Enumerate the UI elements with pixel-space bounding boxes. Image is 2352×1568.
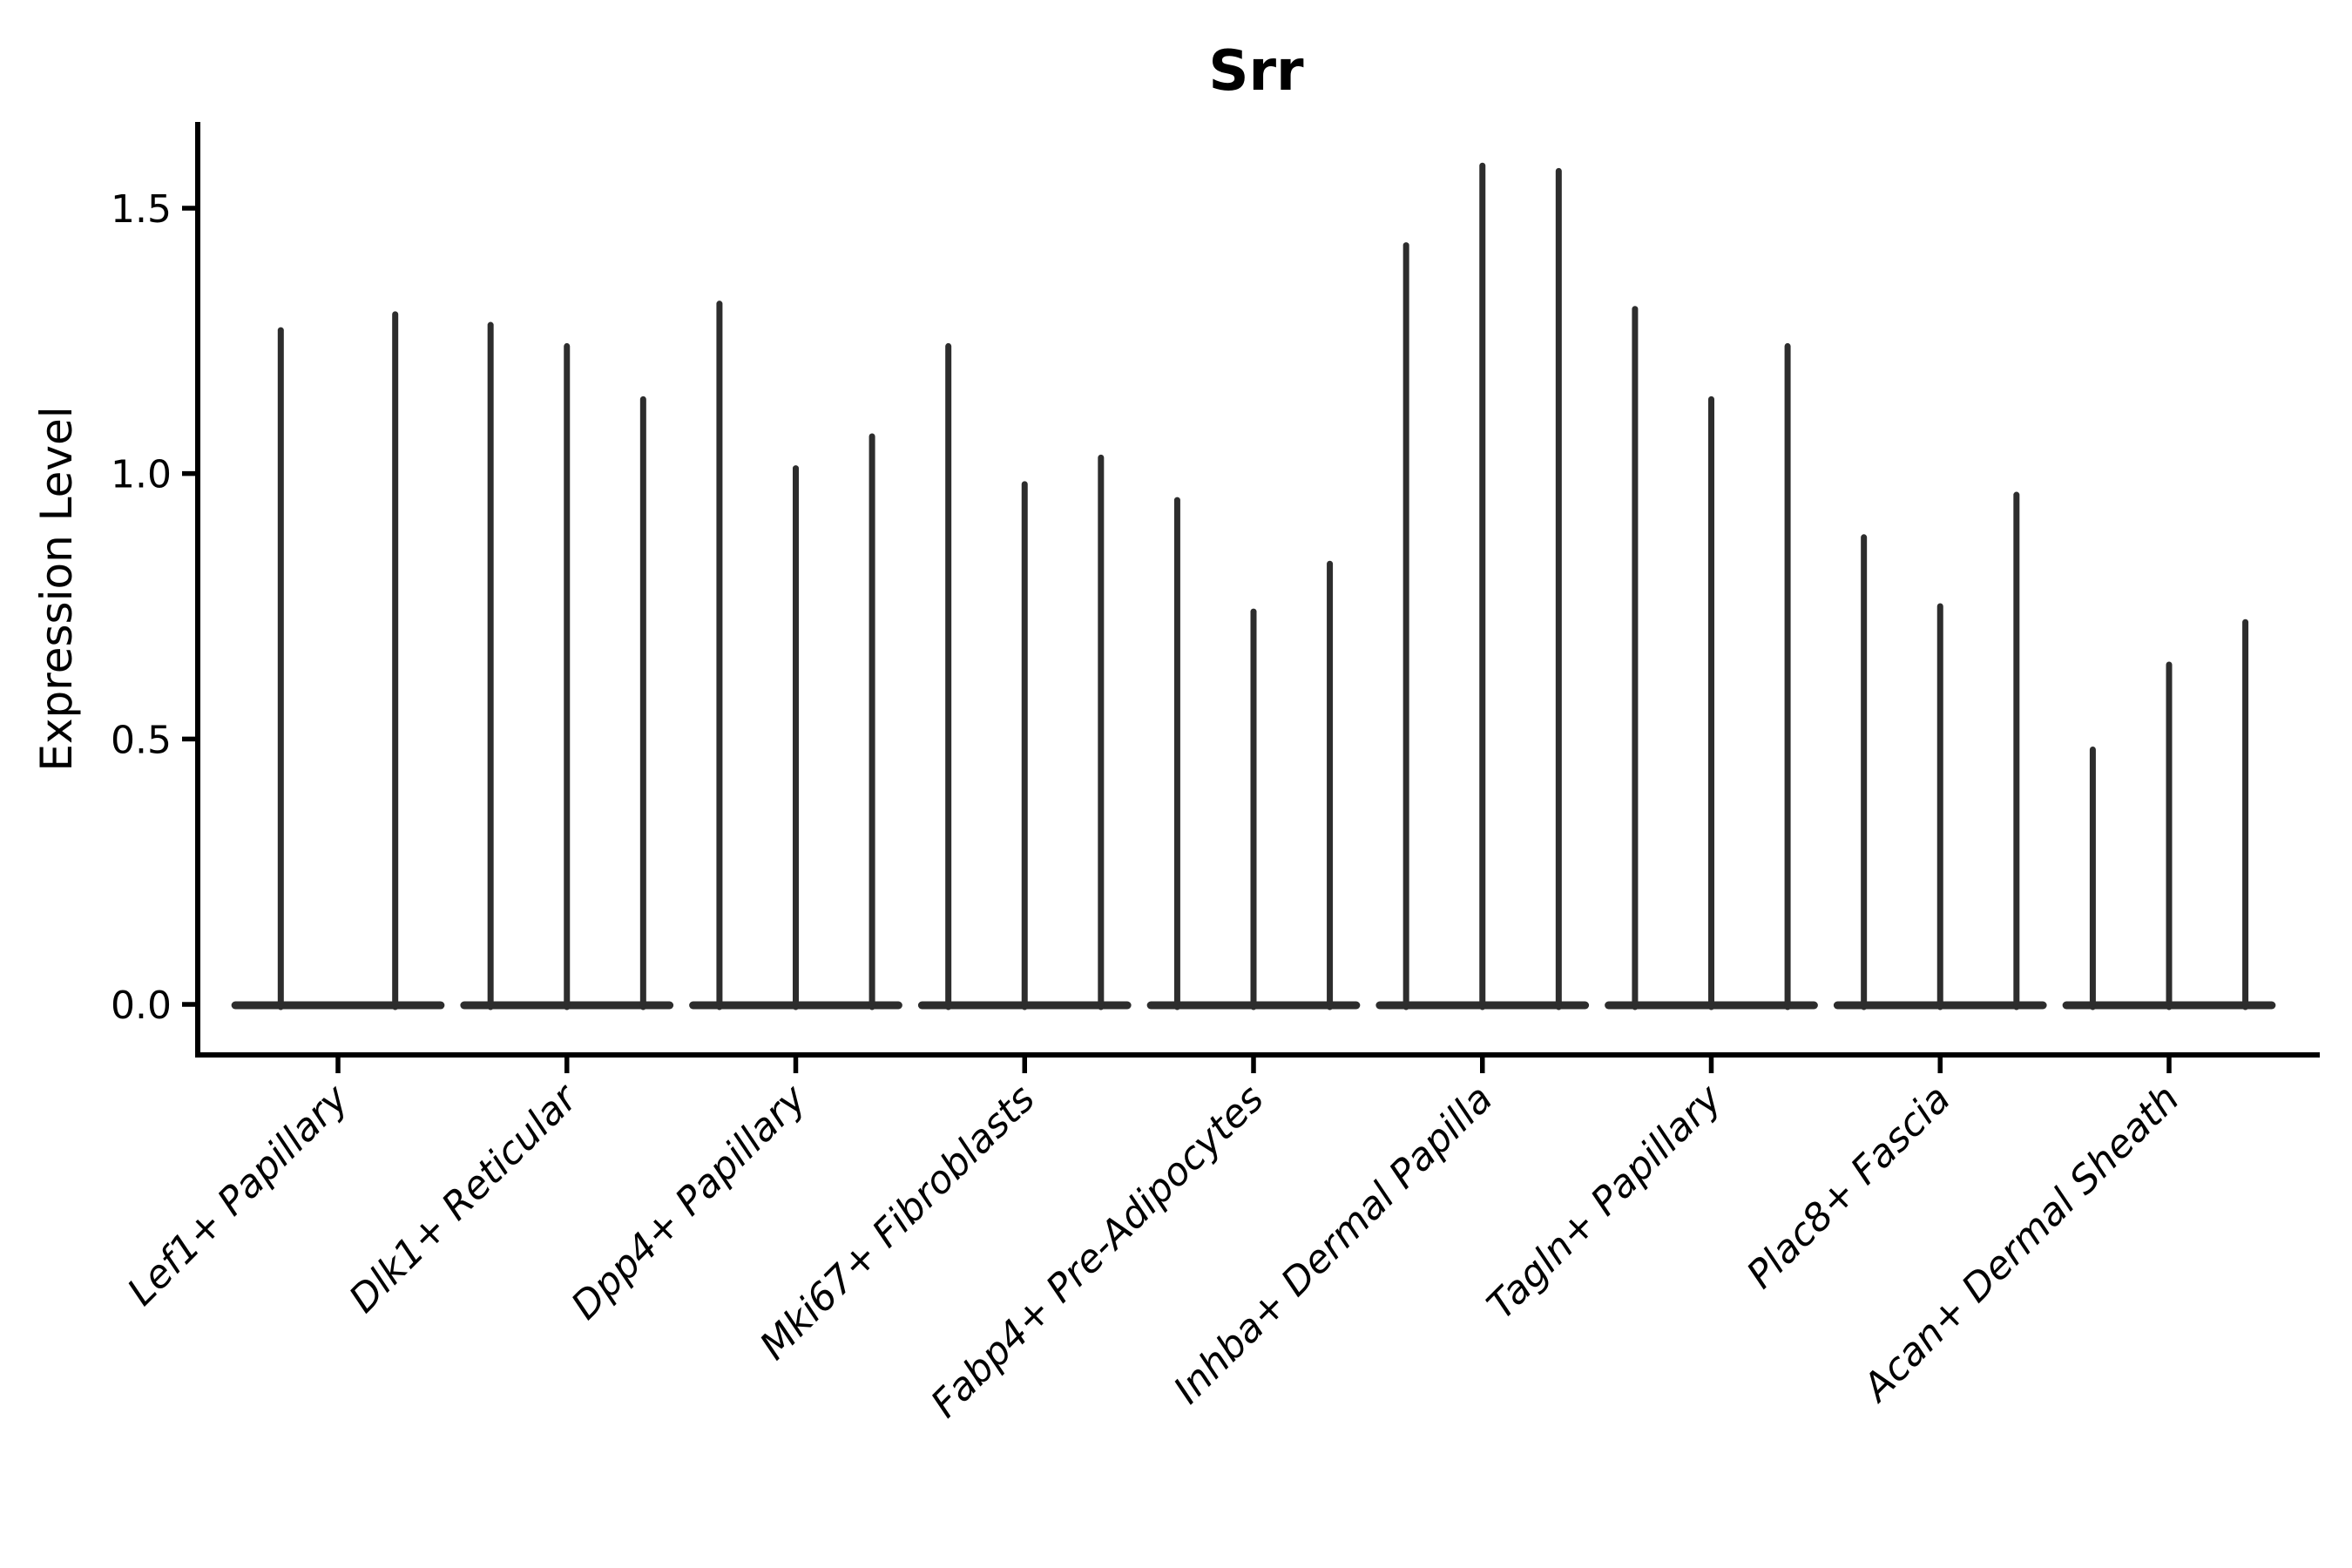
axes-layer: [182, 122, 2320, 1073]
x-tick-label: Plac8+ Fascia: [1739, 1077, 1959, 1297]
violin-group: [460, 321, 674, 1010]
y-tick-label: 0.0: [111, 983, 172, 1028]
violin-group: [689, 301, 902, 1010]
y-tick-label: 1.5: [111, 187, 172, 232]
violin-base: [231, 1001, 445, 1010]
violin-group: [1605, 306, 1818, 1010]
chart-title: Srr: [1208, 39, 1304, 104]
y-tick-label: 1.0: [111, 453, 172, 497]
violin-group: [2062, 618, 2276, 1010]
y-axis-label: Expression Level: [31, 406, 82, 771]
violin-group: [1833, 491, 2047, 1010]
x-tick-label: Dlk1+ Reticular: [341, 1075, 587, 1321]
violins-layer: [231, 162, 2276, 1010]
violin-group: [1375, 162, 1590, 1010]
x-tick-label: Tagln+ Papillary: [1479, 1076, 1731, 1328]
x-tick-label: Dpp4+ Papillary: [563, 1076, 815, 1328]
violin-group: [1146, 497, 1361, 1010]
violin-group: [917, 342, 1132, 1010]
y-tick-label: 0.5: [111, 718, 172, 762]
x-tick-label: Lef1+ Papillary: [119, 1076, 358, 1315]
violin-group: [231, 311, 445, 1010]
